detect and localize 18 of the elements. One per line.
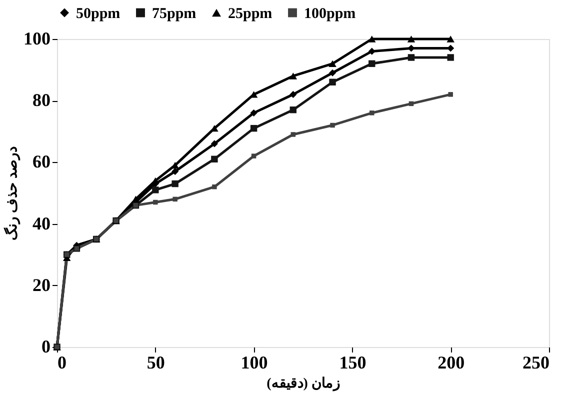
y-tick-label: 100 bbox=[24, 28, 50, 48]
y-tick-label: 40 bbox=[32, 213, 50, 234]
legend-label: 100ppm bbox=[304, 6, 356, 22]
x-tick-label: 200 bbox=[438, 352, 465, 372]
legend-label: 75ppm bbox=[152, 6, 197, 22]
x-tick-label: 150 bbox=[339, 352, 366, 372]
legend-label: 25ppm bbox=[228, 6, 273, 22]
x-axis-title: زمان (دقیقه) bbox=[266, 376, 340, 392]
x-tick-label: 100 bbox=[240, 352, 268, 372]
y-tick-label: 60 bbox=[32, 152, 50, 172]
y-tick-label: 80 bbox=[32, 90, 50, 110]
x-tick-label: 250 bbox=[522, 352, 550, 372]
x-tick-label: 0 bbox=[58, 352, 66, 372]
x-tick-label: 50 bbox=[146, 352, 165, 372]
y-tick-label: 20 bbox=[32, 274, 50, 295]
legend-label: 50ppm bbox=[76, 6, 121, 22]
y-axis-title: درصد حذف رنگ bbox=[4, 146, 20, 240]
y-tick-label: 0 bbox=[42, 336, 50, 356]
